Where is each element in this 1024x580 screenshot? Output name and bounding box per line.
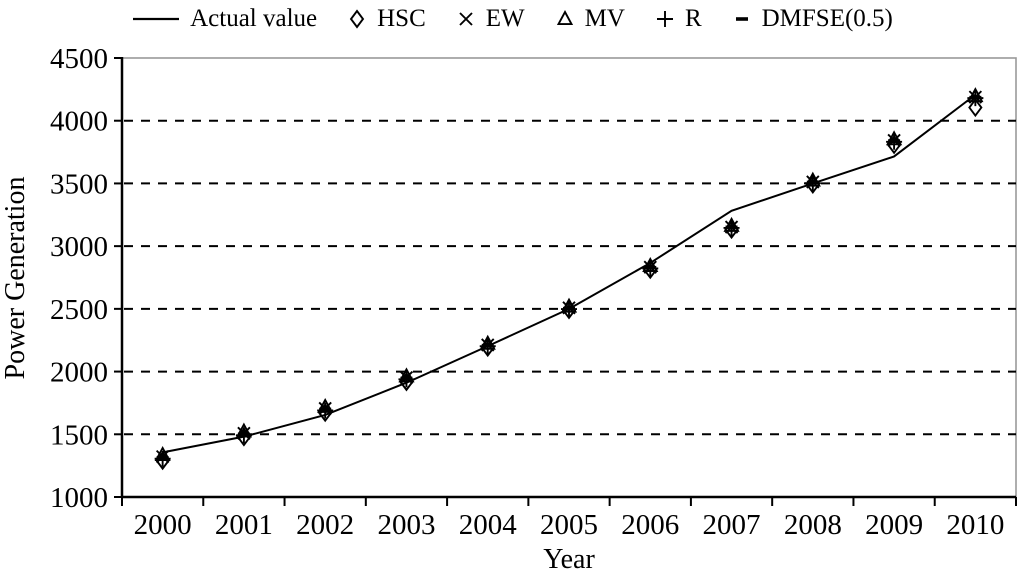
- chart-legend: Actual value HSC EW MV R DMFSE(0.5): [0, 1, 1024, 37]
- legend-marker-glyph: [656, 11, 673, 27]
- series-ew: [155, 90, 983, 464]
- x-tick-label: 2008: [784, 509, 842, 541]
- legend-label: MV: [584, 5, 625, 32]
- legend-label: HSC: [377, 5, 426, 32]
- y-tick-label: 2000: [50, 357, 108, 389]
- diamond-icon: [349, 9, 365, 29]
- legend-marker-glyph: [459, 12, 473, 26]
- legend-label: DMFSE(0.5): [761, 5, 893, 32]
- legend-item-dmfse-0-5: DMFSE(0.5): [731, 5, 893, 33]
- dash-icon: [735, 17, 748, 21]
- triangle-icon: [556, 10, 573, 25]
- series-dmfse-0-5: [156, 95, 982, 460]
- x-tick-label: 2006: [621, 509, 679, 541]
- x-axis-title: Year: [543, 544, 595, 575]
- legend-label: R: [684, 5, 702, 32]
- y-tick-label: 4500: [50, 43, 108, 75]
- series-r: [154, 90, 984, 467]
- x-tick-label: 2002: [296, 509, 354, 541]
- legend-label: EW: [485, 5, 525, 32]
- y-tick-label: 2500: [50, 294, 108, 326]
- x-tick-label: 2005: [540, 509, 598, 541]
- series-mv: [154, 87, 984, 461]
- y-tick-label: 1000: [50, 482, 108, 514]
- x-tick-label: 2010: [946, 509, 1004, 541]
- y-tick-label: 1500: [50, 419, 108, 451]
- x-tick-label: 2007: [703, 509, 761, 541]
- plus-icon: [656, 11, 673, 27]
- x-tick-label: 2004: [459, 509, 518, 541]
- plot-area: 1000 1500 2000 2500 3000 3500 4000 4500 2000 2001…: [50, 43, 1017, 541]
- legend-item-mv: MV: [554, 5, 625, 33]
- x-icon: [459, 12, 473, 26]
- legend-item-ew: EW: [455, 5, 525, 33]
- y-tick-label: 4000: [50, 106, 108, 138]
- legend-marker-glyph: [349, 9, 365, 29]
- legend-label: Actual value: [190, 5, 318, 32]
- line-icon: [133, 17, 180, 21]
- legend-item-hsc: HSC: [346, 5, 426, 33]
- plot-border: [121, 57, 1017, 498]
- y-axis-title: Power Generation: [0, 177, 31, 380]
- y-tick-label: 3000: [50, 231, 108, 263]
- series-actual-value-line: [162, 93, 976, 454]
- x-tick-label: 2003: [377, 509, 435, 541]
- diamond-marker: [968, 97, 983, 118]
- x-tick-label: 2009: [865, 509, 923, 541]
- legend-item-r: R: [654, 5, 702, 33]
- series-hsc: [155, 97, 983, 471]
- x-tick-label: 2001: [215, 509, 273, 541]
- legend-item-actual-value: Actual value: [131, 5, 317, 33]
- x-tick-label: 2000: [134, 509, 192, 541]
- y-tick-label: 3500: [50, 168, 108, 200]
- legend-marker-glyph: [556, 10, 573, 25]
